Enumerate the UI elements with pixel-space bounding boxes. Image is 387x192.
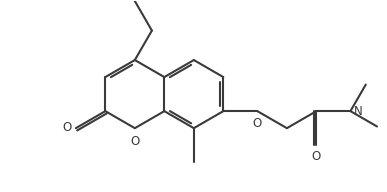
Text: N: N — [354, 105, 363, 118]
Text: O: O — [253, 117, 262, 130]
Text: O: O — [63, 121, 72, 134]
Text: O: O — [312, 150, 321, 163]
Text: O: O — [130, 135, 139, 148]
